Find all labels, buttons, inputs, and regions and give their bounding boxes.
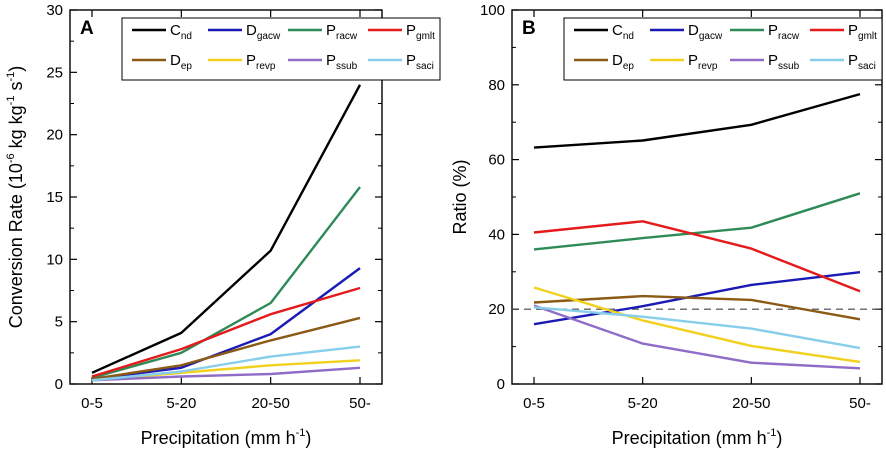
legend-base: P bbox=[848, 22, 858, 39]
x-axis-title-main: Precipitation (mm h bbox=[612, 428, 767, 448]
y-tick-label: 15 bbox=[46, 189, 63, 206]
legend-sub: saci bbox=[416, 61, 434, 72]
x-tick-label: 50- bbox=[849, 395, 871, 412]
x-tick-label: 0-5 bbox=[523, 395, 545, 412]
series-line-pracw bbox=[534, 193, 860, 249]
x-tick-label: 20-50 bbox=[251, 395, 289, 412]
legend-base: P bbox=[246, 52, 256, 69]
legend-sub: saci bbox=[858, 61, 876, 72]
legend-sub: revp bbox=[256, 61, 276, 72]
legend-base: C bbox=[612, 22, 623, 39]
y-tick-label: 100 bbox=[480, 2, 505, 19]
y-tick-label: 80 bbox=[488, 77, 505, 94]
legend-base: P bbox=[326, 52, 336, 69]
y-tick-label: 20 bbox=[46, 127, 63, 144]
x-axis-title: Precipitation (mm h-1) bbox=[141, 427, 312, 448]
y-tick-label: 5 bbox=[55, 314, 63, 331]
legend-base: P bbox=[406, 52, 416, 69]
x-axis-title: Precipitation (mm h-1) bbox=[612, 427, 783, 448]
legend-base: D bbox=[688, 22, 699, 39]
legend-sub: racw bbox=[336, 31, 358, 42]
y-axis-title-end: ) bbox=[6, 66, 26, 72]
legend-base: D bbox=[612, 52, 623, 69]
series-line-cnd bbox=[534, 94, 860, 148]
y-axis-title-main: Conversion Rate (10 bbox=[6, 163, 26, 328]
y-axis-title: Conversion Rate (10-6 kg kg-1 s-1) bbox=[5, 66, 26, 328]
legend-base: P bbox=[688, 52, 698, 69]
x-axis-title-end: ) bbox=[305, 428, 311, 448]
legend-base: D bbox=[246, 22, 257, 39]
y-tick-label: 10 bbox=[46, 251, 63, 268]
x-tick-label: 0-5 bbox=[81, 395, 103, 412]
x-tick-label: 20-50 bbox=[732, 395, 770, 412]
y-tick-label: 25 bbox=[46, 64, 63, 81]
legend-base: C bbox=[170, 22, 181, 39]
y-tick-label: 0 bbox=[55, 376, 63, 393]
y-tick-label: 60 bbox=[488, 152, 505, 169]
x-tick-label: 5-20 bbox=[166, 395, 196, 412]
legend-base: P bbox=[768, 52, 778, 69]
y-tick-label: 40 bbox=[488, 226, 505, 243]
x-axis-title-sup: -1 bbox=[767, 427, 777, 439]
series-line-cnd bbox=[92, 85, 360, 373]
y-axis-title-sup: -1 bbox=[5, 72, 17, 82]
legend-sub: gmlt bbox=[858, 31, 877, 42]
x-axis-title-main: Precipitation (mm h bbox=[141, 428, 296, 448]
y-axis-title-sup: -1 bbox=[5, 96, 17, 106]
legend-sub: revp bbox=[698, 61, 718, 72]
y-tick-label: 20 bbox=[488, 301, 505, 318]
x-axis-title-end: ) bbox=[776, 428, 782, 448]
legend-base: D bbox=[170, 52, 181, 69]
legend-base: P bbox=[326, 22, 336, 39]
series-line-psaci bbox=[534, 307, 860, 348]
y-axis-title-mid: kg kg bbox=[6, 105, 26, 153]
legend-sub: gacw bbox=[699, 31, 723, 42]
legend-sub: ssub bbox=[778, 61, 800, 72]
y-axis-title: Ratio (%) bbox=[450, 159, 470, 234]
y-axis-title-sup: -6 bbox=[5, 153, 17, 163]
panel-label: B bbox=[522, 18, 536, 39]
legend-sub: racw bbox=[778, 31, 800, 42]
legend-sub: nd bbox=[623, 31, 634, 42]
legend-sub: ep bbox=[623, 61, 635, 72]
series-line-pracw bbox=[92, 187, 360, 378]
legend-sub: nd bbox=[181, 31, 192, 42]
legend-sub: gmlt bbox=[416, 31, 435, 42]
legend-sub: ssub bbox=[336, 61, 358, 72]
legend-sub: gacw bbox=[257, 31, 281, 42]
legend-base: P bbox=[406, 22, 416, 39]
x-axis-title-sup: -1 bbox=[296, 427, 306, 439]
y-axis-title-s: s bbox=[6, 82, 26, 96]
legend-sub: ep bbox=[181, 61, 193, 72]
legend-base: P bbox=[768, 22, 778, 39]
x-tick-label: 50- bbox=[349, 395, 371, 412]
legend-base: P bbox=[848, 52, 858, 69]
x-tick-label: 5-20 bbox=[628, 395, 658, 412]
y-tick-label: 0 bbox=[497, 376, 505, 393]
y-tick-label: 30 bbox=[46, 2, 63, 19]
panel-label: A bbox=[80, 18, 94, 39]
